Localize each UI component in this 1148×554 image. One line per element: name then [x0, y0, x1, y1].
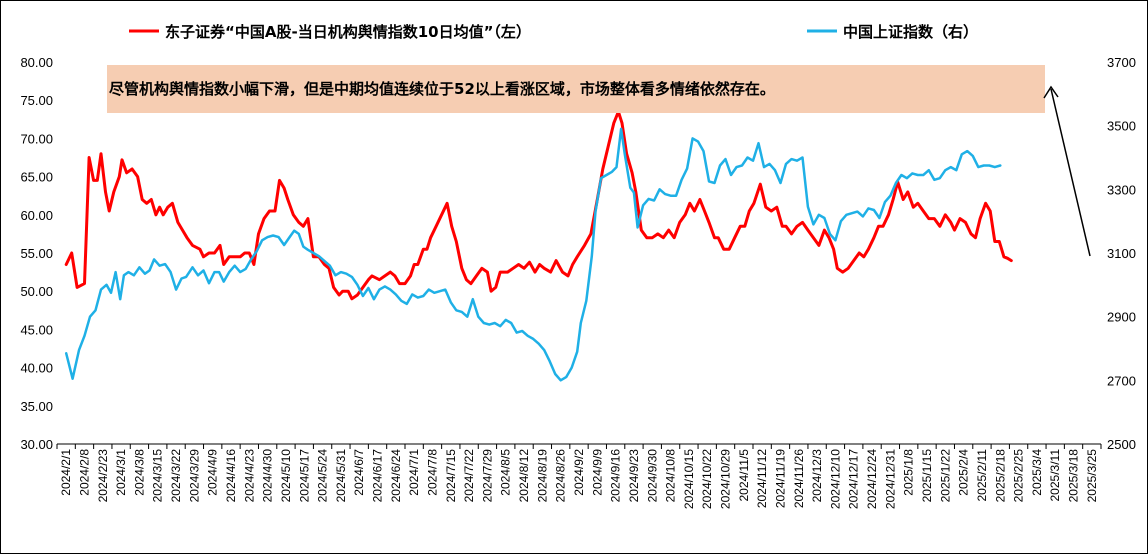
- x-tick-label: 2024/4/23: [242, 449, 256, 503]
- legend: 东子证券“中国A股-当日机构舆情指数10日均值”（左） 中国上证指数（右）: [129, 23, 978, 41]
- x-tick-label: 2024/4/16: [224, 449, 238, 503]
- x-tick-label: 2025/2/11: [975, 449, 989, 502]
- x-tick-label: 2024/4/9: [206, 449, 220, 496]
- x-tick-label: 2024/12/3: [810, 449, 824, 503]
- series-lines: [64, 110, 1013, 382]
- x-tick-label: 2024/11/12: [755, 449, 769, 508]
- x-tick-label: 2025/1/8: [902, 449, 916, 496]
- x-tick-label: 2024/7/22: [462, 449, 476, 503]
- x-tick-label: 2024/8/12: [517, 449, 531, 503]
- x-tick-label: 2024/4/30: [261, 449, 275, 503]
- x-tick-label: 2024/3/22: [169, 449, 183, 503]
- x-tick-label: 2024/9/23: [627, 449, 641, 503]
- x-tick-label: 2025/3/18: [1067, 449, 1081, 503]
- x-tick-label: 2024/12/31: [883, 449, 897, 509]
- x-tick-label: 2024/2/8: [77, 449, 91, 496]
- y-left-tick-label: 80.00: [20, 55, 53, 70]
- x-tick-label: 2024/10/8: [664, 449, 678, 503]
- x-tick-label: 2024/5/24: [316, 449, 330, 503]
- x-tick-label: 2024/7/15: [444, 449, 458, 503]
- x-tick-label: 2024/9/30: [645, 449, 659, 503]
- y-left-tick-label: 55.00: [20, 246, 53, 261]
- y-left-tick-label: 35.00: [20, 399, 53, 414]
- y-right-tick-label: 3300: [1107, 182, 1136, 197]
- x-tick-label: 2024/11/26: [792, 449, 806, 508]
- x-tick-label: 2024/5/17: [297, 449, 311, 503]
- annotation-text: 尽管机构舆情指数小幅下滑，但是中期均值连续位于52以上看涨区域，市场整体看多情绪…: [109, 80, 775, 98]
- x-tick-label: 2024/9/9: [590, 449, 604, 496]
- y-axis-right: 2500 2700 2900 3100 3300 3500 3700: [1107, 55, 1136, 452]
- x-tick-label: 2024/10/15: [682, 449, 696, 509]
- x-tick-label: 2024/12/10: [828, 449, 842, 509]
- x-tick-label: 2025/1/22: [938, 449, 952, 503]
- x-tick-label: 2025/2/18: [993, 449, 1007, 503]
- x-tick-label: 2025/3/25: [1085, 449, 1099, 503]
- y-left-tick-label: 50.00: [20, 284, 53, 299]
- series-line-shanghai-index: [64, 127, 1002, 382]
- x-tick-label: 2024/6/7: [352, 449, 366, 496]
- y-right-tick-label: 3500: [1107, 119, 1136, 134]
- annotation: 尽管机构舆情指数小幅下滑，但是中期均值连续位于52以上看涨区域，市场整体看多情绪…: [107, 65, 1091, 257]
- x-tick-label: 2024/3/29: [187, 449, 201, 503]
- x-tick-label: 2024/2/1: [59, 449, 73, 496]
- x-tick-label: 2025/3/11: [1048, 449, 1062, 502]
- x-tick-label: 2024/7/8: [425, 449, 439, 496]
- y-left-tick-label: 45.00: [20, 322, 53, 337]
- x-tick-label: 2024/5/10: [279, 449, 293, 503]
- x-tick-label: 2025/2/25: [1012, 449, 1026, 503]
- y-left-tick-label: 60.00: [20, 208, 53, 223]
- y-left-tick-label: 70.00: [20, 131, 53, 146]
- x-tick-label: 2024/9/16: [609, 449, 623, 503]
- legend-label-sentiment: 东子证券“中国A股-当日机构舆情指数10日均值”（左）: [165, 23, 531, 41]
- x-tick-label: 2024/11/19: [773, 449, 787, 508]
- x-tick-label: 2024/8/26: [554, 449, 568, 503]
- x-tick-label: 2024/9/2: [572, 449, 586, 496]
- x-tick-label: 2024/7/1: [407, 449, 421, 496]
- series-line-sentiment: [64, 110, 1013, 301]
- y-left-tick-label: 75.00: [20, 93, 53, 108]
- x-tick-label: 2024/7/29: [480, 449, 494, 503]
- x-tick-label: 2024/12/24: [865, 449, 879, 509]
- x-tick-label: 2024/10/29: [719, 449, 733, 509]
- x-tick-label: 2024/11/5: [737, 449, 751, 502]
- x-tick-label: 2024/12/17: [847, 449, 861, 509]
- y-left-tick-label: 40.00: [20, 361, 53, 376]
- x-tick-label: 2025/1/15: [920, 449, 934, 503]
- x-tick-label: 2024/8/5: [499, 449, 513, 496]
- x-tick-label: 2024/3/15: [151, 449, 165, 503]
- x-tick-label: 2024/3/8: [132, 449, 146, 496]
- x-tick-label: 2024/3/1: [114, 449, 128, 496]
- legend-label-shanghai-index: 中国上证指数（右）: [843, 23, 978, 41]
- x-tick-label: 2024/10/22: [700, 449, 714, 509]
- y-right-tick-label: 2500: [1107, 437, 1136, 452]
- annotation-arrowhead: [1043, 85, 1059, 99]
- x-tick-label: 2025/2/4: [957, 449, 971, 496]
- x-tick-label: 2024/5/31: [334, 449, 348, 503]
- x-tick-label: 2024/6/24: [389, 449, 403, 503]
- x-tick-label: 2024/8/19: [535, 449, 549, 503]
- y-left-tick-label: 65.00: [20, 170, 53, 185]
- x-tick-label: 2024/2/23: [96, 449, 110, 503]
- y-right-tick-label: 2700: [1107, 373, 1136, 388]
- annotation-arrow: [1050, 88, 1091, 257]
- annotation-box: [107, 65, 1045, 113]
- x-axis: 2024/2/1 2024/2/8 2024/2/23 2024/3/1 2024/3/…: [56, 444, 1102, 509]
- y-right-tick-label: 3700: [1107, 55, 1136, 70]
- x-tick-label: 2024/6/17: [371, 449, 385, 503]
- y-right-tick-label: 2900: [1107, 310, 1136, 325]
- y-axis-left: 30.00 35.00 40.00 45.00 50.00 55.00 60.00 65.00…: [20, 55, 53, 452]
- y-right-tick-label: 3100: [1107, 246, 1136, 261]
- x-tick-label: 2025/3/4: [1030, 449, 1044, 496]
- y-left-tick-label: 30.00: [20, 437, 53, 452]
